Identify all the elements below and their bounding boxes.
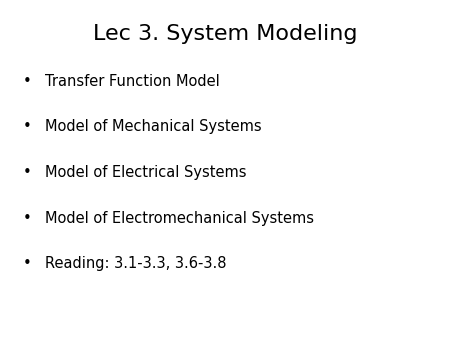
Text: •: • — [22, 211, 32, 225]
Text: Transfer Function Model: Transfer Function Model — [45, 74, 220, 89]
Text: •: • — [22, 119, 32, 134]
Text: Model of Electrical Systems: Model of Electrical Systems — [45, 165, 247, 180]
Text: •: • — [22, 256, 32, 271]
Text: Model of Electromechanical Systems: Model of Electromechanical Systems — [45, 211, 314, 225]
Text: •: • — [22, 74, 32, 89]
Text: Reading: 3.1-3.3, 3.6-3.8: Reading: 3.1-3.3, 3.6-3.8 — [45, 256, 226, 271]
Text: Model of Mechanical Systems: Model of Mechanical Systems — [45, 119, 261, 134]
Text: Lec 3. System Modeling: Lec 3. System Modeling — [93, 24, 357, 44]
Text: •: • — [22, 165, 32, 180]
